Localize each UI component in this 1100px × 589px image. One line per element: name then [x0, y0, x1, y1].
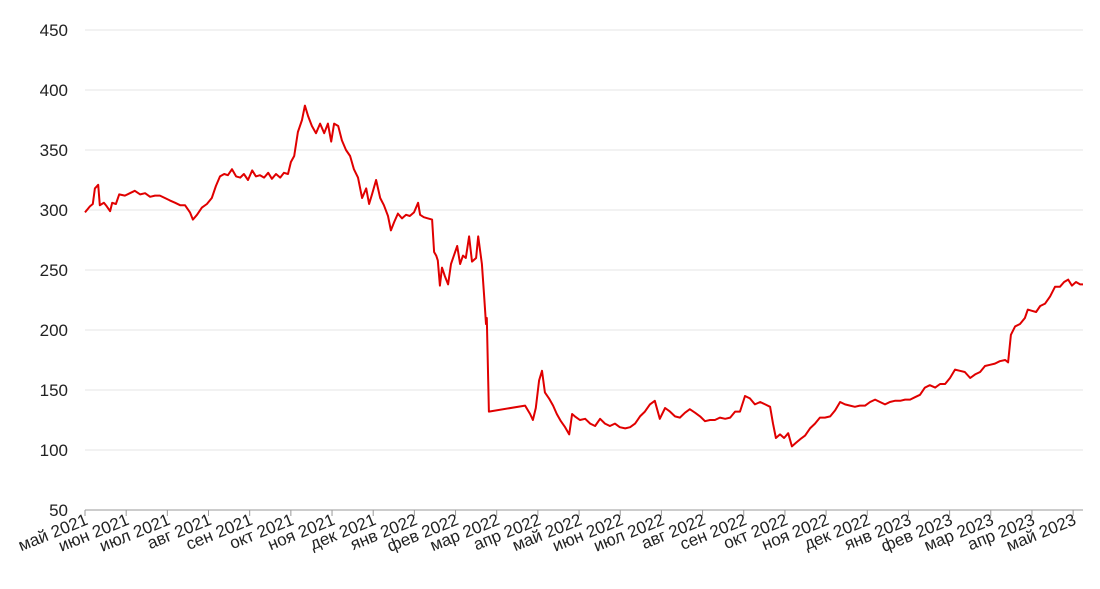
y-tick-label: 350: [40, 141, 68, 160]
y-tick-label: 450: [40, 21, 68, 40]
y-tick-label: 200: [40, 321, 68, 340]
y-tick-label: 50: [49, 501, 68, 520]
y-tick-label: 100: [40, 441, 68, 460]
price-line: [84, 104, 1083, 448]
y-tick-label: 150: [40, 381, 68, 400]
y-tick-label: 400: [40, 81, 68, 100]
y-tick-label: 250: [40, 261, 68, 280]
y-tick-label: 300: [40, 201, 68, 220]
